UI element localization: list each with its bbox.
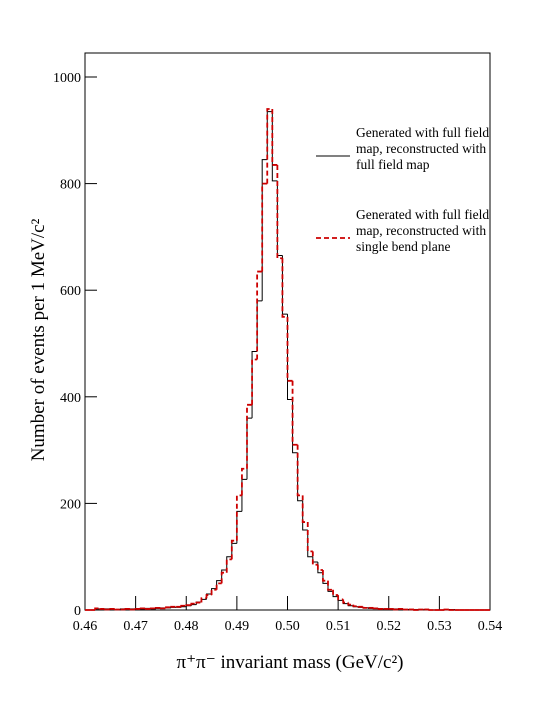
histogram-step bbox=[180, 604, 187, 607]
histogram-step bbox=[99, 608, 106, 610]
histogram-step bbox=[256, 270, 263, 360]
histogram-step bbox=[306, 522, 313, 553]
histogram-step bbox=[357, 605, 364, 608]
histogram-step bbox=[124, 608, 131, 610]
x-tick-label: 0.49 bbox=[225, 619, 250, 634]
histogram-step bbox=[114, 608, 121, 611]
histogram-step bbox=[322, 572, 328, 584]
histogram-step bbox=[195, 601, 202, 604]
histogram-step bbox=[271, 108, 278, 166]
histogram-step bbox=[281, 258, 288, 318]
histogram-step bbox=[200, 597, 207, 603]
histogram-step bbox=[109, 608, 116, 610]
histogram-step bbox=[165, 606, 172, 609]
histogram-step bbox=[327, 583, 334, 592]
histogram-step bbox=[418, 608, 425, 611]
histogram-step bbox=[286, 316, 293, 382]
histogram-step bbox=[134, 608, 141, 610]
x-tick-label: 0.46 bbox=[73, 619, 98, 634]
histogram-step bbox=[236, 510, 242, 544]
x-tick-label: 0.51 bbox=[326, 619, 351, 634]
histogram-step bbox=[448, 609, 455, 611]
histogram-step bbox=[144, 608, 151, 610]
histogram-step bbox=[291, 380, 298, 446]
x-tick-label: 0.53 bbox=[427, 619, 452, 634]
histogram-step bbox=[180, 606, 187, 608]
y-tick-label: 200 bbox=[60, 497, 81, 512]
histogram-step bbox=[241, 478, 247, 512]
histogram-step bbox=[226, 556, 232, 571]
histogram-step bbox=[154, 606, 161, 609]
x-tick-label: 0.47 bbox=[123, 619, 148, 634]
histogram-step bbox=[94, 607, 101, 610]
histogram-step bbox=[392, 608, 399, 611]
histogram-step bbox=[316, 564, 323, 571]
histogram-step bbox=[302, 500, 308, 531]
x-tick-label: 0.54 bbox=[478, 619, 503, 634]
histogram-step bbox=[266, 111, 273, 160]
y-axis-label: Number of events per 1 MeV/c² bbox=[28, 218, 49, 461]
histogram-step bbox=[428, 609, 435, 611]
histogram-step bbox=[170, 605, 177, 608]
x-tick-label: 0.48 bbox=[174, 619, 199, 634]
histogram-step bbox=[149, 607, 156, 610]
histogram-step bbox=[230, 539, 237, 560]
histogram-step bbox=[311, 551, 318, 566]
histogram-step bbox=[377, 608, 384, 610]
y-tick-label: 1000 bbox=[53, 71, 81, 86]
histogram-step bbox=[129, 608, 136, 611]
histogram-step bbox=[347, 602, 354, 606]
histogram-step bbox=[372, 607, 379, 610]
histogram-step bbox=[271, 111, 278, 182]
histogram-step bbox=[276, 164, 283, 260]
histogram-step bbox=[215, 582, 222, 590]
x-axis-label: π⁺π⁻ invariant mass (GeV/c²) bbox=[177, 652, 404, 673]
histogram-step bbox=[297, 452, 303, 502]
histogram-step bbox=[332, 589, 339, 596]
histogram-step bbox=[231, 542, 237, 557]
histogram-step bbox=[221, 569, 227, 581]
histogram-step bbox=[235, 494, 242, 541]
histogram-step bbox=[413, 609, 420, 611]
histogram-step bbox=[337, 595, 344, 601]
x-tick-label: 0.50 bbox=[275, 619, 300, 634]
histogram-step bbox=[190, 602, 197, 606]
histogram-step bbox=[241, 467, 247, 496]
histogram-step bbox=[185, 604, 192, 607]
histogram-step bbox=[225, 558, 232, 573]
y-tick-label: 800 bbox=[60, 178, 81, 193]
histogram-step bbox=[342, 599, 349, 604]
histogram-step bbox=[266, 108, 273, 184]
histogram-step bbox=[296, 444, 303, 497]
histogram-step bbox=[352, 604, 359, 608]
legend-label: Generated with full field map, reconstru… bbox=[356, 207, 490, 254]
y-tick-label: 0 bbox=[74, 604, 81, 619]
histogram-step bbox=[205, 594, 212, 599]
histogram-step bbox=[139, 607, 146, 610]
histogram-step bbox=[210, 588, 217, 596]
legend-label: Generated with full field map, reconstru… bbox=[356, 125, 490, 172]
histogram-step bbox=[403, 608, 409, 611]
histogram-step bbox=[261, 182, 268, 272]
histogram-step bbox=[301, 495, 308, 523]
histogram-step bbox=[443, 608, 450, 611]
histogram-step bbox=[327, 580, 334, 591]
histogram-step bbox=[104, 608, 111, 611]
x-tick-label: 0.52 bbox=[377, 619, 402, 634]
y-tick-label: 400 bbox=[60, 391, 81, 406]
histogram-step bbox=[251, 358, 258, 405]
histogram-step bbox=[160, 607, 166, 610]
y-tick-label: 600 bbox=[60, 284, 81, 299]
histogram-step bbox=[220, 571, 227, 584]
histogram-step bbox=[246, 403, 253, 469]
histogram-step bbox=[362, 606, 369, 609]
histogram-step bbox=[397, 608, 404, 610]
histogram-step bbox=[322, 570, 328, 582]
